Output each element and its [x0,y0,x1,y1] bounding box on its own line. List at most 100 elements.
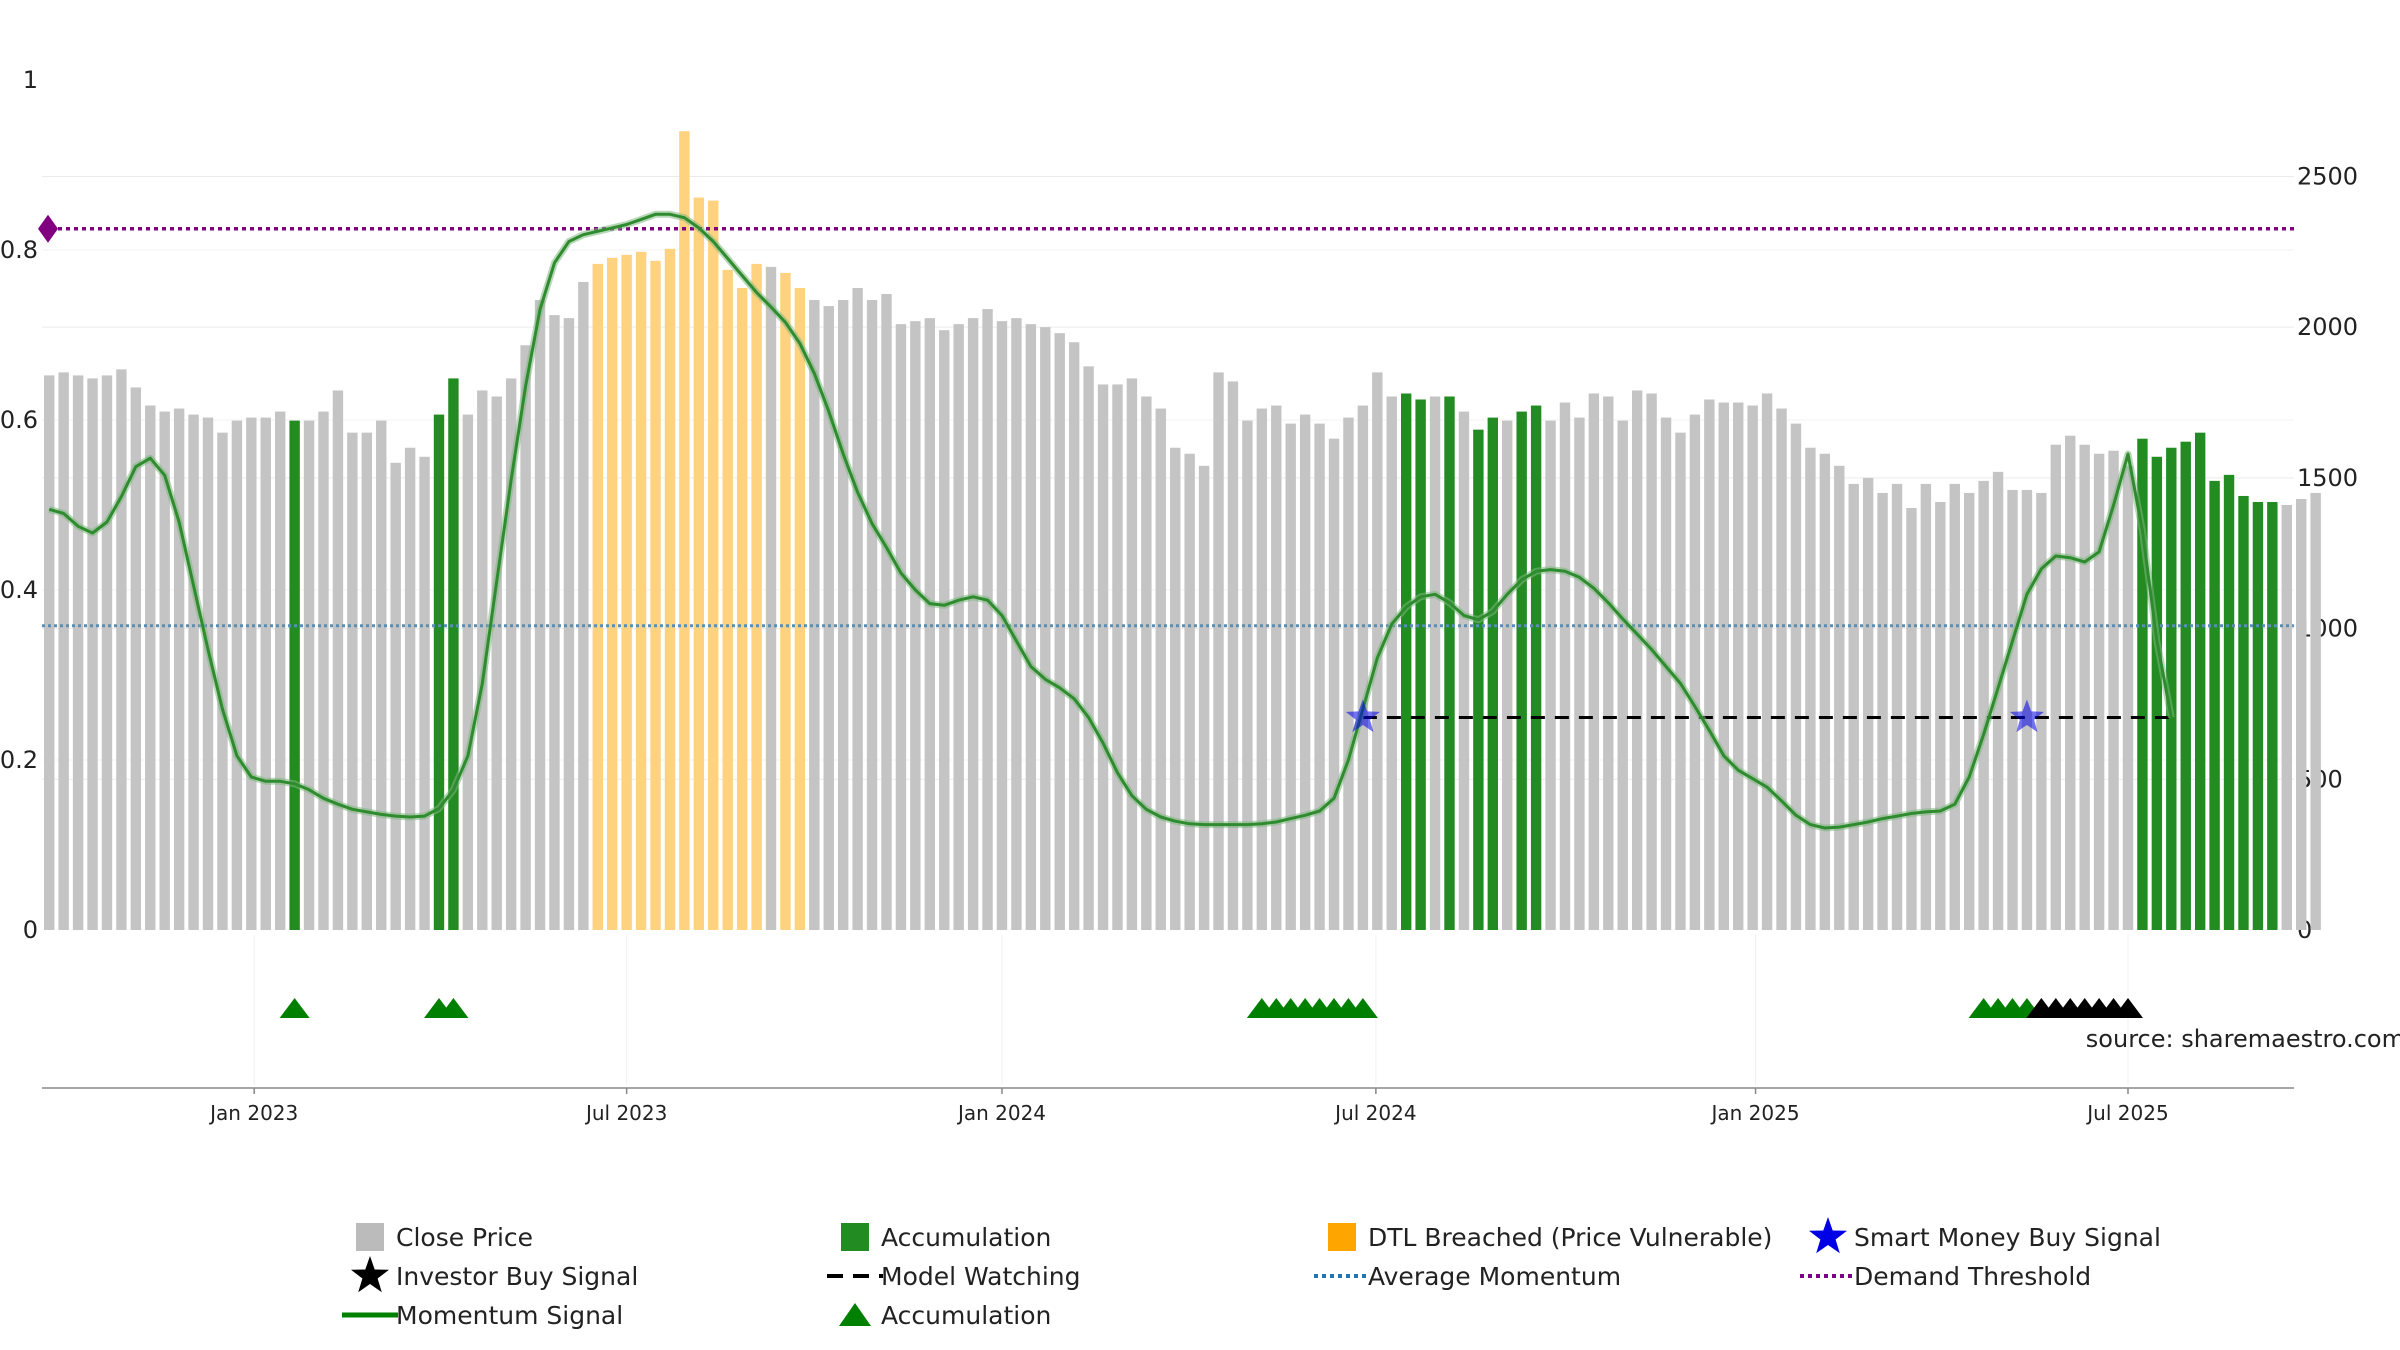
legend-label: Demand Threshold [1854,1262,2091,1291]
x-tick-label: Jan 2024 [956,1101,1046,1125]
price-bar [1949,483,1960,930]
accumulation-triangle [279,998,310,1018]
accumulation-bar [1415,399,1426,930]
price-bar [1242,420,1253,930]
price-bar [765,266,777,931]
price-bar [1877,492,1888,930]
price-bar [1761,393,1773,930]
price-bar [2065,435,2076,930]
signal-markers [279,998,2143,1018]
smart-money-buy-star [2009,699,2045,733]
price-bar [1574,417,1585,931]
price-bar [1978,480,1989,930]
dtl-breached-bar [650,260,661,930]
accumulation-bar [2238,495,2249,930]
price-bar [1141,396,1152,930]
price-bar [462,414,474,930]
accumulation-bar [2137,438,2148,930]
left-tick-label: 0.2 [0,746,38,774]
dtl-breached-bar [607,257,618,930]
price-bar [376,420,387,930]
price-bar [1213,372,1224,931]
legend-swatch-square [841,1223,869,1251]
accumulation-bar [1400,393,1412,930]
accumulation-bar [2252,501,2264,930]
price-bar [202,417,214,931]
legend-swatch-star [1809,1217,1847,1254]
right-tick-label: 1000 [2297,615,2358,643]
price-bar [881,294,892,930]
accumulation-bar [433,414,445,930]
accumulation-bar [2166,447,2177,930]
price-bar [188,414,199,930]
price-bar [910,321,921,930]
price-bar [1256,408,1268,930]
price-bar [274,411,286,930]
price-bar [953,324,964,930]
accumulation-bar [2180,441,2191,930]
price-bar [1097,384,1109,930]
price-bar [1040,327,1051,931]
price-bar [72,375,84,930]
dtl-breached-bar [708,200,719,930]
price-bar [173,408,185,930]
legend-label: Average Momentum [1368,1262,1621,1291]
price-bar [1011,318,1022,930]
demand-threshold-marker [38,214,58,243]
x-tick-label: Jul 2024 [1333,1101,1416,1125]
price-bar [939,330,950,930]
legend-label: Model Watching [881,1262,1081,1291]
price-bar [563,318,575,930]
price-bar [1068,342,1080,931]
accumulation-bar [1487,417,1499,931]
left-tick-label: 1 [23,66,38,94]
price-bar [246,417,257,931]
momentum-line [48,212,2173,830]
price-bar [1718,402,1729,931]
accumulation-bar [448,378,459,930]
price-bar [1733,402,1744,931]
price-bar [1992,471,2004,930]
price-bar [44,375,55,930]
legend-swatch-square [1328,1223,1356,1251]
price-bar [1588,393,1600,930]
price-bar [996,321,1008,930]
price-bar [361,432,373,930]
price-bar [1025,324,1037,930]
legend-label: Accumulation [881,1301,1051,1330]
left-tick-label: 0.8 [0,236,38,264]
price-bar [1458,411,1470,930]
price-bar [1631,390,1643,930]
x-tick-label: Jan 2025 [1709,1101,1799,1125]
price-bar [87,378,98,930]
price-bar [1603,396,1614,930]
price-bar [924,318,936,930]
accumulation-bar [2267,501,2278,930]
legend-swatch-star [351,1256,389,1293]
price-bar [404,447,416,930]
price-bar [1559,402,1571,931]
price-bar [1646,393,1657,930]
price-bar [549,315,560,930]
price-bar [1920,483,1932,930]
legend-label: Momentum Signal [396,1301,623,1330]
dtl-breached-bar [751,263,762,930]
price-bar [1271,405,1282,930]
price-bar [1343,417,1354,931]
price-bar [1314,423,1325,930]
price-bar [1429,396,1441,930]
price-bar [1776,408,1787,930]
price-bar [1891,483,1903,930]
right-tick-label: 2500 [2297,162,2358,190]
price-bar [318,411,329,930]
legend-label: Close Price [396,1223,533,1252]
accumulation-bar [2223,474,2235,930]
legend-label: DTL Breached (Price Vulnerable) [1368,1223,1772,1252]
price-bar [1545,420,1556,930]
dtl-breached-bar [621,254,632,930]
investor-buy-triangle [2112,998,2143,1018]
price-bar [2108,450,2119,930]
price-bar [231,420,243,930]
smart-money-signals [1345,699,2045,733]
left-tick-label: 0.6 [0,406,38,434]
